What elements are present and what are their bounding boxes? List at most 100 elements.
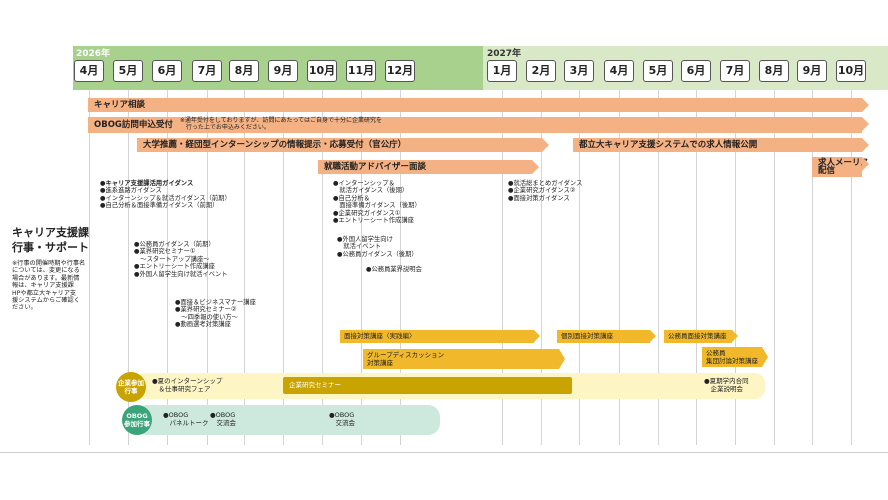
list-november-2: ●外国人留学生向け 就活イベント ●公務員ガイダンス（後期） — [337, 236, 418, 258]
list-item: ●インターンシップ＆ — [333, 180, 395, 187]
month-gridline — [619, 90, 620, 445]
list-april: ●キャリア支援課活用ガイダンス ●進系進路ガイダンス ●インターンシップ＆就活ガイダ… — [100, 180, 231, 210]
month-5: 9月 — [268, 60, 298, 82]
month-18: 10月 — [836, 60, 866, 82]
month-gridline — [400, 90, 401, 445]
bar-group-discussion: グループディスカッション 対策講座 — [363, 349, 565, 369]
month-17: 9月 — [797, 60, 827, 82]
list-item: ●動画選考対策講座 — [175, 321, 231, 329]
arrow-career-consult-label: キャリア相談 — [94, 100, 146, 110]
bar-komuin-mensetsu-label: 公務員面接対策講座 — [668, 332, 727, 340]
month-gridline — [696, 90, 697, 445]
list-item: ●公務員ガイダンス（後期） — [337, 250, 418, 258]
obog-event-koryu-1: ●OBOG 交流会 — [210, 411, 236, 427]
arrow-intern-info: 大学推薦・経団型インターンシップの情報提示・応募受付（官公庁） — [137, 138, 549, 152]
month-11: 3月 — [564, 60, 594, 82]
arrow-job-info-label: 都立大キャリア支援システムでの求人情報公開 — [579, 140, 758, 150]
list-item: ●進系進路ガイダンス — [100, 187, 162, 195]
list-item: ●自己分析＆ — [333, 194, 370, 202]
obog-event-panel-talk: ●OBOG パネルトーク — [163, 411, 209, 427]
list-november-3: ●公務員業界説明会 — [366, 266, 422, 273]
month-10: 2月 — [526, 60, 556, 82]
bar-komuin-shudan: 公務員 集団討論対策講座 — [702, 347, 768, 367]
list-item: ●面接対策ガイダンス — [508, 194, 570, 202]
month-2: 6月 — [152, 60, 182, 82]
month-12: 4月 — [604, 60, 634, 82]
year-label-2027: 2027年 — [487, 49, 522, 59]
list-item: ●エントリーシート作成講座 — [333, 217, 414, 225]
month-gridline — [502, 90, 503, 445]
arrow-advisor: 就職活動アドバイザー面談 — [318, 160, 539, 174]
list-item: ●外国人留学生向け就活イベント — [134, 270, 228, 278]
list-item: ●業界研究セミナー② — [175, 306, 237, 314]
month-1: 5月 — [113, 60, 143, 82]
left-panel-title-line1: キャリア支援課 — [12, 226, 89, 239]
obog-event-koryu-2: ●OBOG 交流会 — [329, 411, 355, 427]
list-item: ●公務員業界説明会 — [366, 266, 422, 273]
bar-mensetsu-taisaku: 面接対策講座〈実践編〉 — [340, 330, 540, 343]
month-16: 8月 — [759, 60, 789, 82]
month-gridline — [89, 90, 90, 445]
month-9: 1月 — [487, 60, 517, 82]
list-item: ●公務員ガイダンス（前期） — [134, 241, 215, 248]
bottom-rule — [0, 452, 888, 453]
list-item: 就活イベント — [337, 243, 382, 251]
bar-komuin-mensetsu: 公務員面接対策講座 — [664, 330, 738, 343]
company-event-gakunai: ●夏期学内合同 企業説明会 — [704, 377, 749, 393]
list-item: ●業界研究セミナー① — [134, 248, 196, 256]
month-4: 8月 — [229, 60, 259, 82]
arrow-job-info: 都立大キャリア支援システムでの求人情報公開 — [573, 138, 869, 152]
bar-group-discussion-label: グループディスカッション 対策講座 — [367, 351, 445, 367]
list-item: ●エントリーシート作成講座 — [134, 263, 215, 271]
arrow-advisor-label: 就職活動アドバイザー面談 — [324, 162, 427, 172]
month-15: 7月 — [720, 60, 750, 82]
obog-events-badge-label: OBOG 参加行事 — [124, 412, 150, 428]
month-gridline — [541, 90, 542, 445]
list-item: ●キャリア支援課活用ガイダンス — [100, 180, 194, 187]
bar-mensetsu-taisaku-label: 面接対策講座〈実践編〉 — [344, 332, 416, 340]
obog-events-band — [135, 405, 440, 435]
company-events-badge: 企業参加 行事 — [116, 372, 146, 402]
company-seminar-label: 企業研究セミナー — [289, 381, 341, 389]
arrow-intern-info-label: 大学推薦・経団型インターンシップの情報提示・応募受付（官公庁） — [143, 140, 407, 150]
list-item: ●就活総まとめガイダンス — [508, 180, 583, 187]
list-item: ●企業研究ガイダンス② — [508, 187, 576, 195]
list-item: ●面接＆ビジネスマナー講座 — [175, 299, 256, 306]
arrow-obog-visit-label: OBOG訪問申込受付 — [94, 120, 173, 130]
month-gridline — [658, 90, 659, 445]
month-gridline — [361, 90, 362, 445]
company-seminar-bar: 企業研究セミナー — [283, 377, 572, 394]
arrow-job-mail-label: 求人メーリス 配信 — [818, 158, 870, 176]
month-gridline — [812, 90, 813, 445]
month-gridline — [774, 90, 775, 445]
list-item: ●外国人留学生向け — [337, 236, 393, 243]
company-events-badge-label: 企業参加 行事 — [118, 379, 144, 395]
list-item: 〜四季報の使い方〜 — [175, 313, 238, 321]
list-july: ●面接＆ビジネスマナー講座 ●業界研究セミナー② 〜四季報の使い方〜 ●動画選考対策… — [175, 299, 256, 329]
bar-kobetsu-mensetsu: 個別面接対策講座 — [557, 330, 656, 343]
month-gridline — [128, 90, 129, 445]
month-gridline — [735, 90, 736, 445]
month-0: 4月 — [74, 60, 104, 82]
month-gridline — [244, 90, 245, 445]
list-item: 面接準備ガイダンス（後期） — [333, 202, 421, 210]
month-13: 5月 — [643, 60, 673, 82]
obog-events-badge: OBOG 参加行事 — [122, 405, 152, 435]
arrow-job-mail: 求人メーリス 配信 — [812, 157, 869, 177]
month-8: 12月 — [385, 60, 415, 82]
list-june: ●公務員ガイダンス（前期） ●業界研究セミナー① 〜スタートアップ講座〜 ●エントリ… — [134, 241, 228, 278]
month-gridline — [851, 90, 852, 445]
month-gridline — [579, 90, 580, 445]
year-label-2026: 2026年 — [76, 49, 111, 59]
list-november: ●インターンシップ＆ 就活ガイダンス（後期） ●自己分析＆ 面接準備ガイダンス（後… — [333, 180, 421, 224]
arrow-obog-visit: OBOG訪問申込受付 ※通年受付をしておりますが、訪問にあたってはご自身で十分に… — [88, 117, 869, 133]
list-item: ●企業研究ガイダンス① — [333, 209, 401, 217]
bar-komuin-shudan-label: 公務員 集団討論対策講座 — [706, 349, 758, 365]
month-gridline — [167, 90, 168, 445]
month-gridline — [322, 90, 323, 445]
bar-kobetsu-mensetsu-label: 個別面接対策講座 — [561, 332, 613, 340]
left-panel-note: ※行事の開催時期や行事名 については、変更になる 場合があります。最新情 報は、… — [12, 260, 86, 312]
list-item: 〜スタートアップ講座〜 — [134, 255, 210, 263]
left-panel-title-line2: 行事・サポート — [12, 241, 89, 254]
left-panel-title: キャリア支援課 行事・サポート — [12, 225, 89, 255]
